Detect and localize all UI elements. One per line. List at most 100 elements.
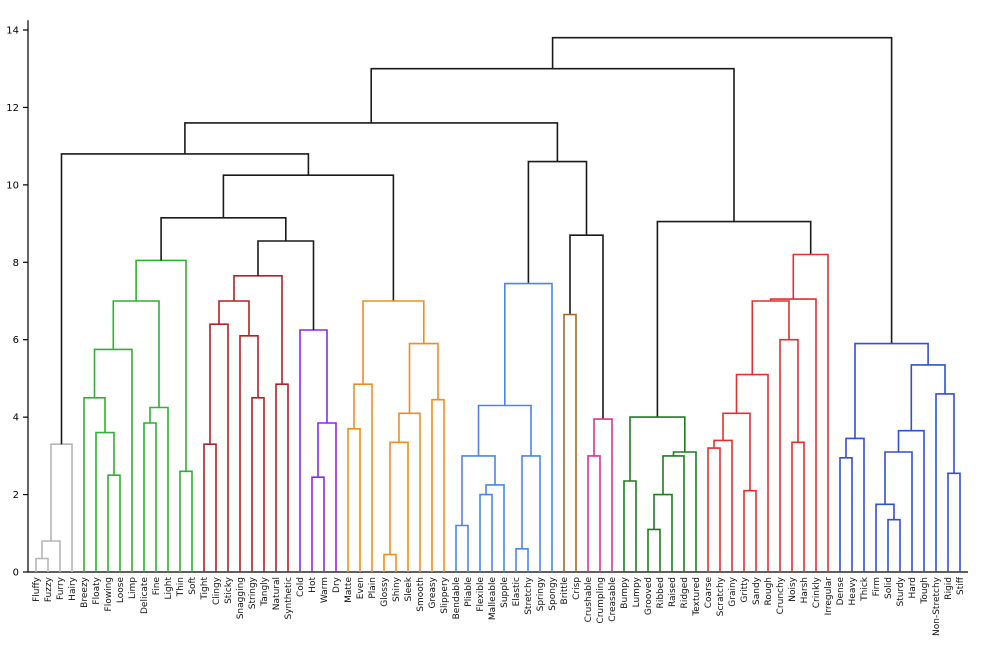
dendrogram-links-blue	[839, 342, 961, 572]
leaf-label: Clingy	[212, 576, 222, 605]
leaf-label: Hot	[308, 577, 318, 593]
dendrogram-links-darkred	[203, 275, 289, 572]
leaf-label: Ridged	[680, 577, 690, 608]
leaf-label: Grooved	[644, 577, 654, 615]
dendrogram-links-darkgreen	[623, 416, 697, 572]
leaf-label: Thick	[860, 576, 870, 602]
leaf-label: Sleek	[404, 576, 414, 601]
y-tick-label: 8	[13, 258, 19, 269]
dendrogram-links-orange	[347, 300, 445, 572]
leaf-label: Crisp	[572, 577, 582, 600]
leaf-label: Snagging	[236, 577, 246, 619]
leaf-label: Springy	[536, 576, 546, 611]
leaf-label: Even	[356, 577, 366, 599]
leaf-label: Raised	[668, 577, 678, 607]
leaf-label: Textured	[692, 577, 702, 617]
leaf-label: Warm	[320, 577, 330, 603]
leaf-label: Crumpling	[596, 577, 606, 624]
leaf-label: Flowing	[104, 577, 114, 611]
dendrogram-links-green	[83, 259, 193, 572]
leaf-label: Sandy	[752, 576, 762, 605]
leaf-label: Natural	[272, 577, 282, 610]
leaf-label: Flexible	[476, 577, 486, 612]
y-tick-label: 4	[13, 413, 19, 424]
leaf-label: Synthetic	[284, 577, 294, 620]
leaf-label: Stretchy	[524, 576, 534, 614]
leaf-label: Malleable	[488, 577, 498, 621]
dendrogram-links-lightblue	[455, 282, 553, 572]
y-tick-label: 12	[6, 103, 19, 114]
leaf-label: Stringy	[248, 576, 258, 609]
leaf-label: Heavy	[848, 576, 858, 605]
leaf-label: Tough	[920, 577, 930, 605]
dendrogram-links-purple	[299, 329, 337, 572]
leaf-label: Delicate	[140, 577, 150, 614]
leaf-label: Elastic	[512, 577, 522, 606]
leaf-label: Ribbed	[656, 577, 666, 608]
leaf-label: Hairy	[68, 576, 78, 600]
leaf-label: Cold	[296, 577, 306, 597]
leaf-label: Rigid	[944, 577, 954, 600]
leaf-label: Fluffy	[32, 576, 42, 602]
leaf-label: Floaty	[92, 576, 102, 604]
dendrogram-links-brown	[563, 313, 577, 572]
y-tick-label: 2	[13, 490, 19, 501]
leaf-label: Sturdy	[896, 576, 906, 606]
leaf-label: Tight	[200, 577, 210, 601]
leaf-label: Light	[164, 577, 174, 600]
leaf-label: Loose	[116, 577, 126, 604]
axis-spines	[27, 20, 968, 573]
leaf-label: Bumpy	[620, 576, 630, 608]
leaf-label: Matte	[344, 577, 354, 603]
leaf-label: Lumpy	[632, 576, 642, 607]
leaf-label: Shiny	[392, 576, 402, 602]
y-tick-label: 10	[6, 180, 19, 191]
leaf-label: Glossy	[380, 576, 390, 606]
leaf-label: Tangly	[260, 576, 270, 606]
y-tick-label: 14	[6, 26, 19, 37]
leaf-label: Fuzzy	[44, 576, 54, 602]
leaf-label: Coarse	[704, 577, 714, 609]
leaf-label: Scratchy	[716, 576, 726, 616]
leaf-label: Limp	[128, 577, 138, 599]
leaf-label: Dense	[836, 577, 846, 606]
dendrogram-links-black	[60, 36, 893, 445]
leaf-label: Solid	[884, 577, 894, 599]
leaf-label: Crunchy	[776, 576, 786, 614]
leaf-label: Plain	[368, 577, 378, 599]
leaf-label: Greasy	[428, 576, 438, 608]
dendrogram-links-gray	[35, 443, 73, 572]
leaf-label: Stiff	[956, 576, 966, 595]
leaf-label: Fine	[152, 577, 162, 596]
leaf-label: Firm	[872, 577, 882, 596]
leaf-label: Harsh	[800, 577, 810, 603]
leaf-label: Rough	[764, 577, 774, 605]
leaf-label: Breezy	[80, 576, 90, 607]
dendrogram-links-pink	[587, 418, 613, 572]
leaf-label: Dry	[332, 576, 342, 593]
leaf-label: Irregular	[824, 577, 834, 616]
y-tick-label: 0	[13, 568, 19, 579]
leaf-label: Crinkly	[812, 576, 822, 608]
leaf-label: Soft	[188, 577, 198, 595]
leaf-label: Furry	[56, 576, 66, 600]
leaf-label: Pliable	[464, 577, 474, 607]
leaf-label: Crushable	[584, 577, 594, 623]
leaf-label: Spongy	[548, 576, 558, 610]
leaf-label: Supple	[500, 577, 510, 608]
leaf-label: Grainy	[728, 576, 738, 606]
leaf-label: Thin	[176, 577, 186, 597]
leaf-label: Sticky	[224, 576, 234, 604]
leaf-label: Hard	[908, 577, 918, 599]
y-tick-label: 6	[13, 335, 19, 346]
leaf-label: Slippery	[440, 576, 450, 613]
leaf-label: Gritty	[740, 576, 750, 602]
leaf-label: Brittle	[560, 577, 570, 605]
leaf-label: Noisy	[788, 576, 798, 601]
leaf-label: Non-Stretchy	[932, 576, 942, 636]
dendrogram-links-red	[707, 253, 829, 572]
leaf-label: Bendable	[452, 577, 462, 620]
leaf-label: Creasable	[608, 577, 618, 622]
